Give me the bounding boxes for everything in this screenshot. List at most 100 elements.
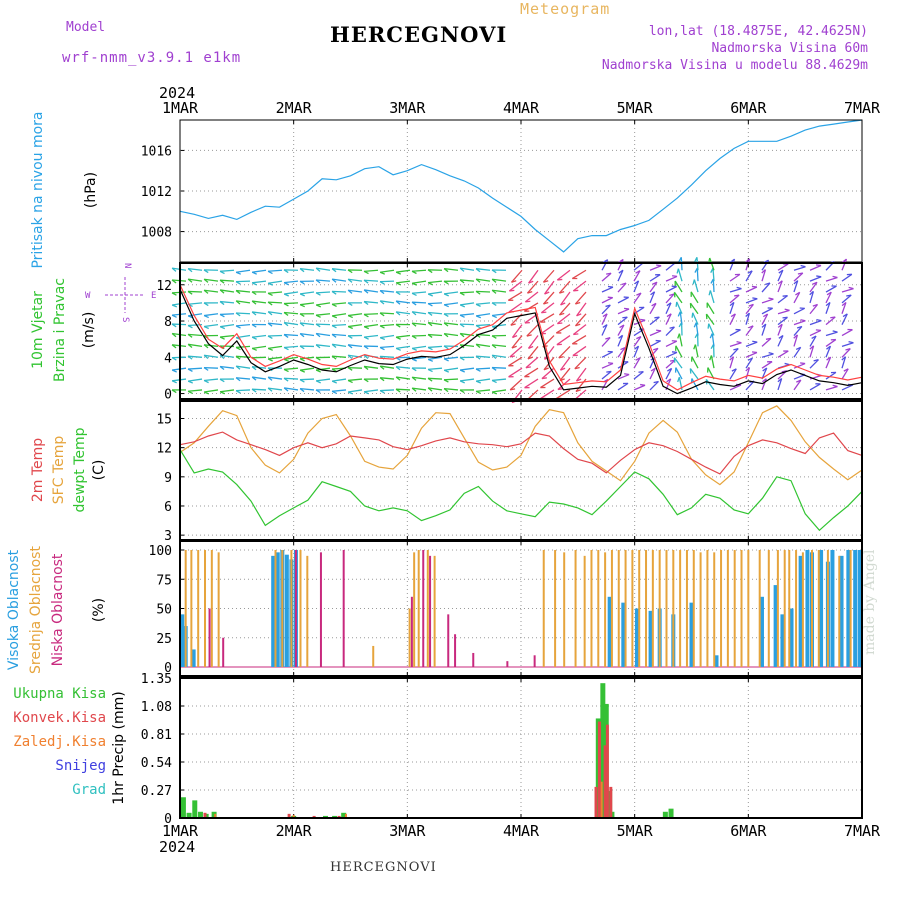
wind-barb-shaft bbox=[459, 323, 475, 326]
wind-barb-shaft bbox=[220, 389, 235, 393]
wind-barb-flag bbox=[395, 300, 401, 305]
wind-barb-flag bbox=[411, 322, 417, 327]
wind-barb-shaft bbox=[692, 312, 699, 325]
wind-barb-shaft bbox=[825, 385, 838, 391]
wind-barb-shaft bbox=[316, 267, 331, 271]
wind-barb-shaft bbox=[710, 355, 715, 369]
wind-barb-flag bbox=[652, 281, 658, 285]
wind-barb-shaft bbox=[809, 291, 815, 304]
wind-barb-flag bbox=[575, 389, 581, 393]
wind-barb-flag bbox=[459, 279, 465, 284]
mid-cloud-bar bbox=[433, 555, 436, 667]
wind-barb-shaft bbox=[268, 311, 283, 315]
wind-barb-shaft bbox=[809, 359, 819, 369]
wind-barb-flag bbox=[762, 313, 768, 318]
mid-cloud-bar bbox=[838, 555, 841, 667]
wind-barb-flag bbox=[251, 336, 257, 340]
wind-barb-flag bbox=[235, 300, 241, 305]
wind-barb-flag bbox=[543, 301, 549, 305]
wind-barb-shaft bbox=[841, 368, 849, 380]
wind-barb-shaft bbox=[665, 326, 675, 336]
wind-barb-shaft bbox=[525, 356, 539, 369]
pressure-unit-label: (hPa) bbox=[83, 172, 99, 208]
wind-barb-flag bbox=[251, 282, 257, 286]
wind-barb-flag bbox=[528, 345, 534, 349]
compass-east: E bbox=[151, 291, 156, 301]
wind-barb-flag bbox=[267, 387, 273, 392]
wind-barb-flag bbox=[694, 257, 698, 263]
wind-speed-line bbox=[179, 289, 863, 395]
wind-barb-shaft bbox=[633, 328, 645, 337]
wind-barb-flag bbox=[299, 313, 305, 317]
wind-barb-flag bbox=[475, 290, 481, 295]
wind-barb-shaft bbox=[427, 302, 443, 305]
wind-barb-flag bbox=[541, 377, 547, 380]
mid-cloud-bar bbox=[801, 552, 804, 667]
wind-barb-flag bbox=[692, 279, 696, 285]
wind-barb-shaft bbox=[332, 268, 347, 271]
wind-barb-flag bbox=[219, 270, 225, 275]
wind-barb-shaft bbox=[825, 331, 838, 337]
wind-barb-shaft bbox=[315, 279, 331, 282]
wind-barb-shaft bbox=[220, 324, 235, 328]
wind-barb-flag bbox=[623, 307, 630, 310]
y-tick-label: 1008 bbox=[141, 226, 172, 241]
wind-barb-shaft bbox=[300, 356, 315, 360]
wind-barb-flag bbox=[634, 280, 639, 285]
wind-barb-flag bbox=[557, 322, 563, 325]
date-label-bottom: 2MAR bbox=[276, 822, 313, 840]
total-precip-bar bbox=[322, 815, 328, 818]
wind-barb-shaft bbox=[508, 367, 523, 378]
wind-barb-flag bbox=[459, 389, 465, 394]
wind-barb-flag bbox=[331, 268, 337, 273]
wind-barb-flag bbox=[459, 314, 465, 318]
wind-barb-flag bbox=[848, 286, 854, 290]
wind-barb-shaft bbox=[761, 337, 772, 347]
wind-barb-flag bbox=[203, 379, 209, 384]
wind-barb-flag bbox=[560, 367, 566, 371]
wind-barb-flag bbox=[411, 282, 418, 286]
wind-barb-shaft bbox=[825, 345, 832, 358]
date-label-bottom: 5MAR bbox=[617, 822, 654, 840]
wind-barb-flag bbox=[251, 323, 257, 328]
high-cloud-bar bbox=[607, 596, 612, 667]
conv-precip-bar bbox=[594, 786, 598, 818]
wind-barb-shaft bbox=[540, 389, 555, 400]
wind-barb-flag bbox=[427, 387, 433, 392]
wind-barb-shaft bbox=[444, 291, 459, 295]
wind-barb-shaft bbox=[761, 259, 770, 271]
wind-barb-flag bbox=[363, 365, 369, 371]
wind-barb-shaft bbox=[412, 322, 427, 326]
wind-barb-flag bbox=[602, 324, 608, 328]
wind-barb-shaft bbox=[428, 280, 443, 284]
mid-cloud-bar bbox=[583, 555, 586, 667]
high-cloud-bar bbox=[714, 655, 719, 667]
wind-barb-flag bbox=[543, 367, 549, 371]
wind-barb-shaft bbox=[492, 354, 507, 358]
wind-barb-shaft bbox=[427, 345, 443, 349]
wind-barb-flag bbox=[395, 291, 401, 296]
wind-barb-flag bbox=[219, 289, 225, 294]
wind-barb-shaft bbox=[460, 378, 475, 382]
wind-barb-flag bbox=[475, 390, 481, 395]
wind-barb-shaft bbox=[380, 269, 395, 273]
wind-barb-flag bbox=[251, 366, 257, 371]
wind-barb-flag bbox=[636, 336, 642, 340]
wind-barb-shaft bbox=[492, 378, 507, 382]
wind-barb-flag bbox=[443, 388, 449, 393]
wind-barb-flag bbox=[475, 343, 481, 349]
wind-barb-flag bbox=[203, 367, 209, 371]
wind-barb-flag bbox=[427, 322, 433, 327]
wind-barb-flag bbox=[842, 313, 848, 318]
wind-barb-shaft bbox=[283, 311, 299, 315]
wind-barb-flag bbox=[427, 377, 433, 382]
wind-barb-flag bbox=[171, 344, 177, 349]
wind-barb-flag bbox=[832, 275, 838, 279]
wind-barb-shaft bbox=[460, 302, 475, 306]
wind-barb-shaft bbox=[556, 335, 571, 346]
wind-barb-shaft bbox=[444, 322, 459, 326]
legend-total-precip: Ukupna Kisa bbox=[13, 686, 106, 702]
wind-barb-flag bbox=[694, 267, 698, 273]
wind-barb-shaft bbox=[601, 351, 613, 358]
wind-barb-flag bbox=[203, 325, 209, 330]
